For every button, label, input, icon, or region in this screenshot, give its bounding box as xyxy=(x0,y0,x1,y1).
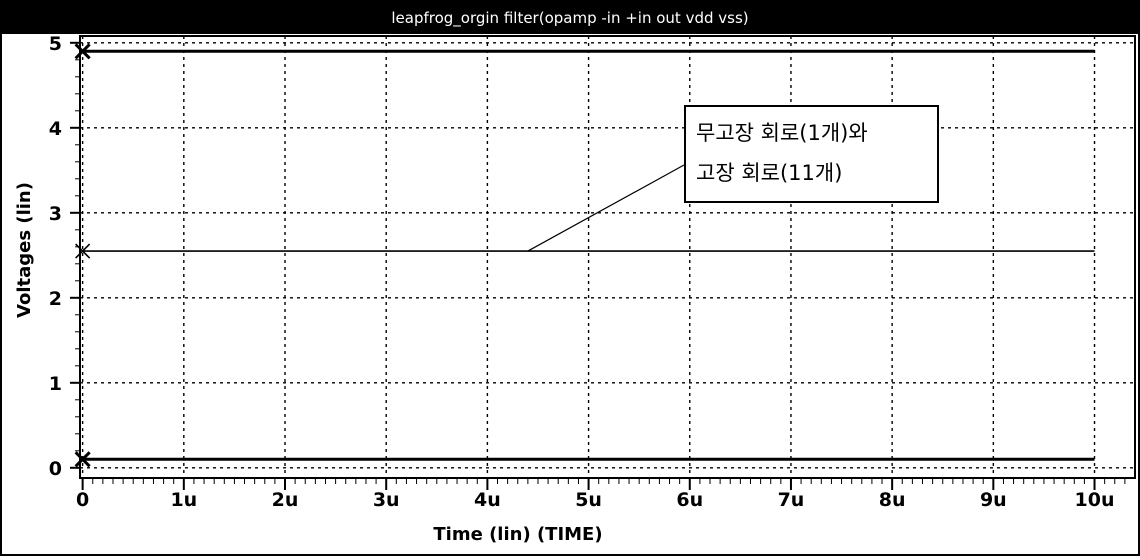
y-axis-label: Voltages (lin) xyxy=(14,182,35,318)
y-tick-label: 3 xyxy=(49,203,62,225)
x-tick-label: 8u xyxy=(879,489,906,511)
annotation-box: 무고장 회로(1개)와 고장 회로(11개) xyxy=(684,105,939,203)
series-start-marker xyxy=(74,451,91,468)
x-tick-label: 5u xyxy=(575,489,602,511)
y-tick-label: 4 xyxy=(49,118,62,140)
axes xyxy=(70,35,1136,490)
x-tick-label: 7u xyxy=(778,489,805,511)
annotation-line-1: 무고장 회로(1개)와 xyxy=(696,121,868,145)
tick-labels: 0 1u 2u 3u 4u 5u 6u 7u 8u 9u 10u 0 1 2 3 4 5 xyxy=(49,33,1115,511)
chart-title: leapfrog_orgin filter(opamp -in +in out … xyxy=(2,2,1138,34)
x-tick-label: 6u xyxy=(676,489,703,511)
grid xyxy=(80,36,1135,478)
x-tick-label: 3u xyxy=(373,489,400,511)
annotation-pointer xyxy=(527,164,685,252)
marker-stroke xyxy=(74,43,91,60)
x-tick-label: 2u xyxy=(272,489,299,511)
x-tick-label: 1u xyxy=(170,489,197,511)
series-start-marker xyxy=(75,243,91,259)
x-axis-label: Time (lin) (TIME) xyxy=(433,524,602,545)
annotation-line-2: 고장 회로(11개) xyxy=(696,161,843,185)
y-tick-label: 5 xyxy=(49,33,62,55)
y-tick-label: 0 xyxy=(49,458,62,480)
x-tick-label: 10u xyxy=(1075,489,1115,511)
y-tick-label: 2 xyxy=(49,288,62,310)
marker-stroke xyxy=(74,451,91,468)
series-layer xyxy=(74,43,1095,468)
x-tick-label: 4u xyxy=(474,489,501,511)
marker-stroke xyxy=(75,243,91,259)
series-start-marker xyxy=(74,43,91,60)
x-tick-label: 0 xyxy=(76,489,89,511)
x-tick-label: 9u xyxy=(980,489,1007,511)
plot-area-border xyxy=(79,35,1136,479)
y-tick-label: 1 xyxy=(49,373,62,395)
